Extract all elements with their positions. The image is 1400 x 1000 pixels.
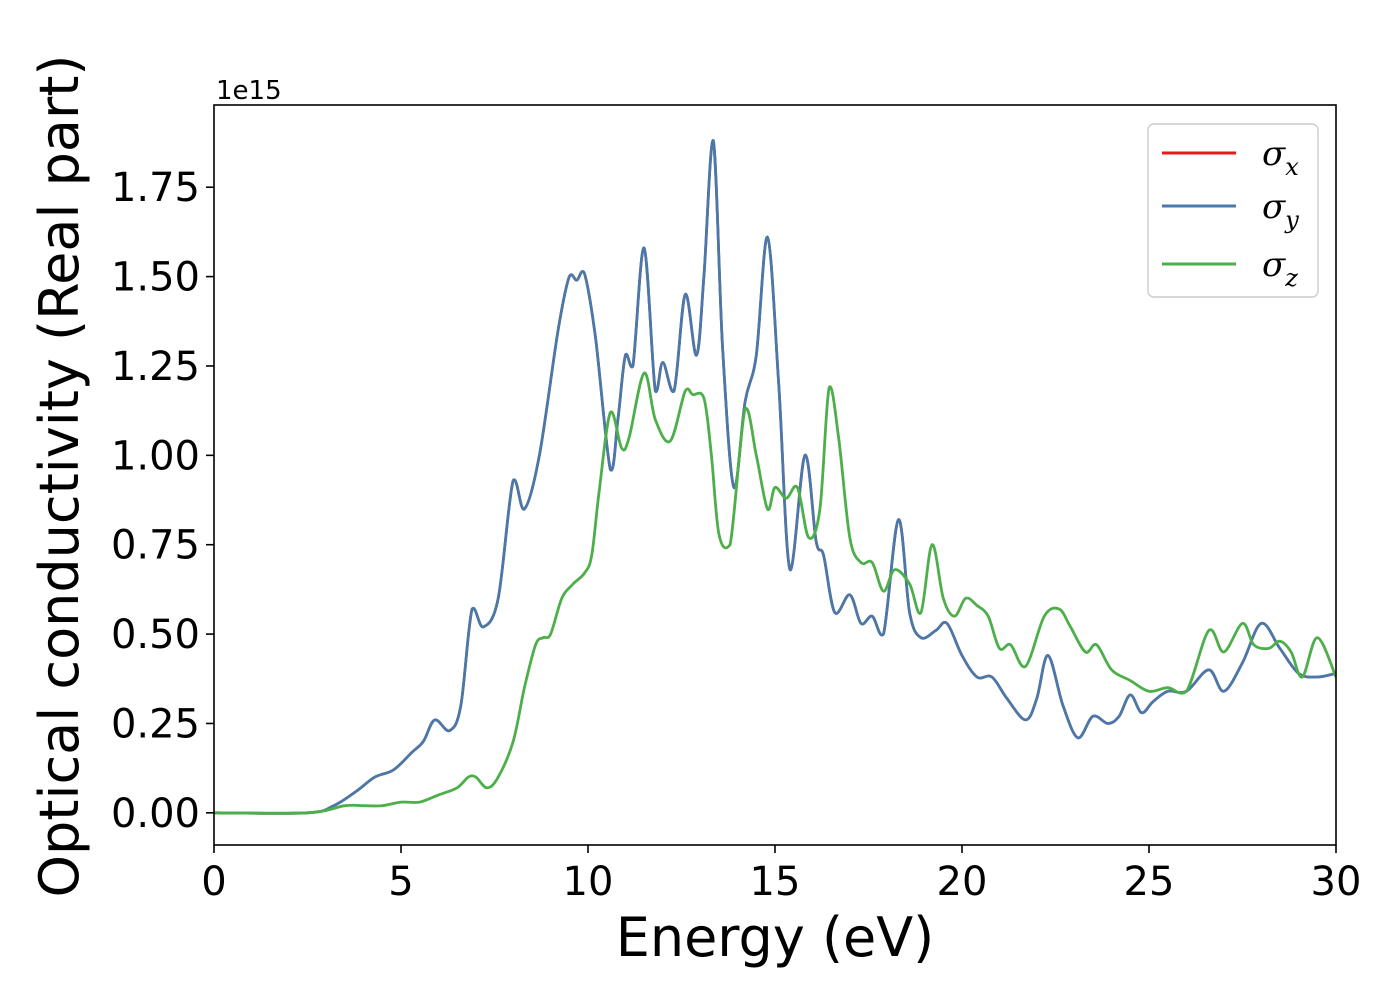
x-axis-ticks: 0 5 10 15 20 25 30 <box>201 845 1361 905</box>
x-axis-label: Energy (eV) <box>616 906 935 969</box>
legend: σx σy σz <box>1147 123 1319 298</box>
x-tick-label: 30 <box>1311 859 1362 905</box>
y-tick-label: 0.25 <box>111 701 200 747</box>
plot-frame <box>213 104 1337 846</box>
series-line-z <box>214 371 1336 815</box>
x-tick-label: 25 <box>1124 859 1175 905</box>
y-tick-label: 1.50 <box>111 255 200 301</box>
y-axis-label: Optical conductivity (Real part) <box>28 55 91 898</box>
y-tick-label: 1.75 <box>111 165 200 211</box>
y-tick-label: 0.50 <box>111 612 200 658</box>
legend-box <box>1147 123 1319 298</box>
plot-area <box>214 139 1336 815</box>
y-tick-label: 0.00 <box>111 791 200 837</box>
legend-label-x: σx <box>1262 134 1299 181</box>
legend-label-z: σz <box>1262 245 1298 292</box>
x-tick-label: 10 <box>563 859 614 905</box>
x-tick-label: 0 <box>201 859 226 905</box>
y-axis-ticks: 0.00 0.25 0.50 0.75 1.00 1.25 1.50 1.75 <box>111 165 214 837</box>
y-tick-label: 0.75 <box>111 523 200 569</box>
y-offset-label: 1e15 <box>216 76 282 106</box>
y-tick-label: 1.00 <box>111 433 200 479</box>
x-tick-label: 15 <box>750 859 801 905</box>
x-tick-label: 20 <box>937 859 988 905</box>
y-tick-label: 1.25 <box>111 344 200 390</box>
x-tick-label: 5 <box>388 859 413 905</box>
legend-label-y: σy <box>1262 187 1299 234</box>
series-line-y <box>214 139 1336 815</box>
